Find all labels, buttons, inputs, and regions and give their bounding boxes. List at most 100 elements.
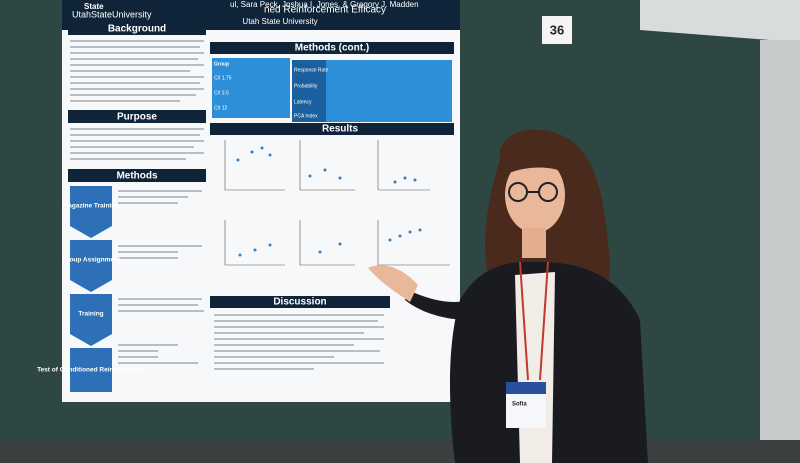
shape (214, 350, 380, 352)
shape (398, 234, 402, 238)
shape (118, 245, 202, 247)
shape (118, 350, 158, 352)
shape (118, 356, 158, 358)
shape (70, 294, 112, 346)
shape (70, 94, 196, 96)
section-bar (210, 42, 454, 54)
table-cell: Probability (294, 83, 318, 89)
shape (214, 332, 364, 334)
section-header: Background (108, 24, 166, 35)
shape (214, 362, 384, 364)
shape (377, 140, 430, 191)
shape (405, 290, 470, 320)
table (212, 58, 290, 118)
shape (214, 344, 354, 346)
presenter (368, 129, 648, 463)
shape (519, 261, 549, 381)
shape (70, 46, 200, 48)
table-cell: Group (214, 61, 229, 67)
table-cell: C/I 12 (214, 105, 228, 111)
shape (70, 140, 204, 142)
section-header: Purpose (117, 112, 157, 123)
shape (268, 153, 272, 157)
affiliation: Utah State University (242, 17, 317, 26)
table-cell: Latency (294, 99, 312, 105)
shape (505, 150, 568, 175)
shape (70, 186, 112, 238)
shape (70, 152, 204, 154)
section-bar (210, 123, 454, 135)
shape (70, 52, 204, 54)
result-plots (224, 140, 450, 266)
shape (118, 298, 202, 300)
body-text (70, 128, 204, 160)
shape (224, 220, 285, 266)
shape (318, 250, 322, 254)
shape (522, 228, 546, 258)
section-bar (68, 110, 206, 123)
shape (377, 220, 450, 266)
shape (238, 253, 242, 257)
shape (70, 146, 194, 148)
logo: State (84, 2, 104, 11)
shape (70, 58, 198, 60)
result-points (236, 146, 422, 257)
shape (70, 70, 190, 72)
shape (118, 196, 188, 198)
shape (250, 150, 254, 154)
shape (118, 257, 178, 259)
shape (508, 182, 558, 202)
shape (214, 326, 384, 328)
shape (214, 314, 384, 316)
booth-number: 36 (550, 22, 564, 37)
body-text (118, 190, 204, 364)
method-step: Test of Conditioned Reinforcement (37, 367, 146, 374)
shape (338, 242, 342, 246)
body-text (214, 314, 384, 370)
badge-name: Sofia (512, 402, 527, 408)
shape (70, 240, 112, 292)
shape (70, 348, 112, 392)
shape (388, 238, 392, 242)
shape (506, 382, 546, 394)
shape (515, 272, 555, 463)
section-header: Methods (116, 171, 158, 182)
shape (118, 304, 198, 306)
shape (70, 64, 204, 66)
method-step: Training (78, 311, 103, 318)
authors: ul, Sara Peck, Joshua I. Jones, & Gregor… (230, 0, 419, 9)
section-header: Results (322, 124, 359, 135)
method-step: Group Assignment (62, 257, 121, 264)
table-cell: C/I 3.5 (214, 90, 229, 96)
booth-sign (542, 16, 572, 44)
shape (418, 228, 422, 232)
table-column (292, 60, 326, 122)
shape (408, 230, 412, 234)
section-header: Methods (cont.) (295, 43, 369, 54)
shape (268, 243, 272, 247)
shape (214, 338, 384, 340)
section-header: Discussion (273, 297, 326, 308)
shape (70, 88, 204, 90)
shape (368, 265, 418, 302)
shape (214, 356, 334, 358)
shape (70, 40, 204, 42)
poster-title: ned Reinforcement Efficacy (264, 5, 386, 16)
shape (299, 220, 355, 266)
shape (118, 362, 198, 364)
shape (393, 180, 397, 184)
shape (70, 76, 204, 78)
shape (214, 320, 378, 322)
table-cell: C/I 1.75 (214, 75, 232, 81)
shape (118, 202, 178, 204)
shape (308, 174, 312, 178)
shape (224, 140, 285, 191)
shape (413, 178, 417, 182)
shape (118, 310, 204, 312)
shape (338, 176, 342, 180)
shape (236, 158, 240, 162)
table-cell: PCA Index (294, 113, 318, 119)
shape (70, 100, 180, 102)
wall-shadow (760, 40, 800, 463)
